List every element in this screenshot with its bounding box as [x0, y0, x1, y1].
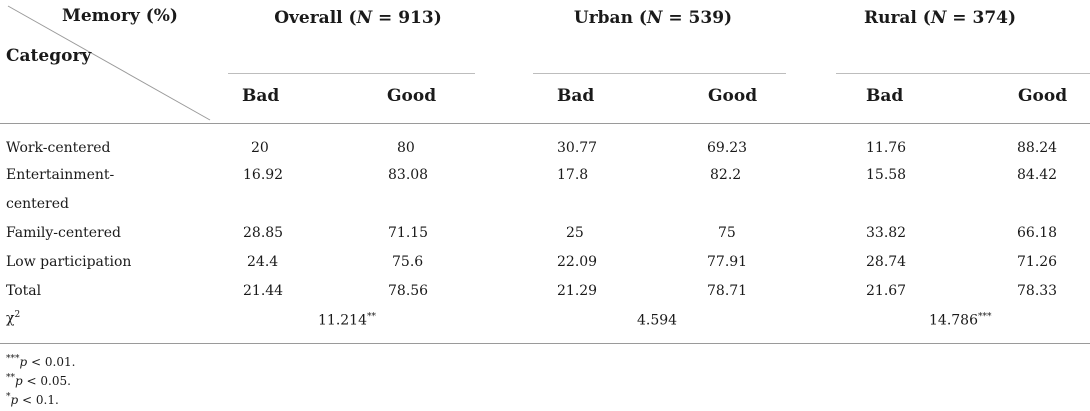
cell: 25	[566, 225, 584, 241]
cell: 15.58	[866, 167, 907, 183]
subheader-overall-bad: Bad	[242, 86, 280, 106]
subheader-rural-good: Good	[1018, 86, 1068, 106]
cell: 16.92	[243, 167, 284, 183]
cell: 88.24	[1017, 140, 1058, 156]
row-label-entertainment-1: Entertainment-	[6, 167, 115, 183]
cell: 28.85	[243, 225, 284, 241]
chi-square-label: χ2	[6, 310, 21, 327]
cell: 30.77	[557, 140, 598, 156]
group-header-overall: Overall (N = 913)	[274, 8, 442, 28]
cell: 24.4	[247, 254, 279, 270]
row-label-low: Low participation	[6, 254, 132, 270]
cell: 75.6	[392, 254, 424, 270]
cell: 21.29	[557, 283, 598, 299]
cell: 21.44	[243, 283, 284, 299]
row-label-total: Total	[6, 283, 42, 299]
cell: 69.23	[707, 140, 748, 156]
cell: 66.18	[1017, 225, 1058, 241]
cell: 21.67	[866, 283, 907, 299]
footnote-1: ***p < 0.01.	[6, 354, 76, 369]
cell: 75	[718, 225, 736, 241]
corner-diagonal	[7, 5, 211, 121]
row-label-entertainment-2: centered	[6, 196, 69, 212]
corner-header-bottom: Category	[6, 46, 92, 66]
chi-overall: 11.214**	[318, 312, 376, 329]
footnote-2: **p < 0.05.	[6, 373, 71, 388]
subheader-urban-bad: Bad	[557, 86, 595, 106]
chi-urban: 4.594	[637, 312, 678, 329]
cell: 78.56	[388, 283, 429, 299]
cell: 71.15	[388, 225, 429, 241]
cell: 22.09	[557, 254, 598, 270]
group-underline-rural	[836, 73, 1090, 74]
subheader-urban-good: Good	[708, 86, 758, 106]
cell: 83.08	[388, 167, 429, 183]
cell: 78.33	[1017, 283, 1058, 299]
cell: 82.2	[710, 167, 742, 183]
cell: 78.71	[707, 283, 748, 299]
cell: 80	[397, 140, 415, 156]
cell: 11.76	[866, 140, 907, 156]
cell: 20	[251, 140, 269, 156]
group-header-rural: Rural (N = 374)	[863, 8, 1017, 28]
cell: 84.42	[1017, 167, 1058, 183]
group-underline-urban	[533, 73, 786, 74]
cell: 77.91	[707, 254, 748, 270]
group-header-urban: Urban (N = 539)	[573, 8, 733, 28]
corner-header-top: Memory (%)	[62, 6, 178, 26]
cell: 71.26	[1017, 254, 1058, 270]
header-rule	[0, 123, 1090, 124]
row-label-family: Family-centered	[6, 225, 121, 241]
cell: 28.74	[866, 254, 907, 270]
bottom-rule	[0, 343, 1090, 344]
group-underline-overall	[228, 73, 475, 74]
chi-rural: 14.786***	[929, 312, 992, 329]
footnote-3: *p < 0.1.	[6, 392, 59, 407]
subheader-overall-good: Good	[387, 86, 437, 106]
row-label-work: Work-centered	[6, 140, 111, 156]
subheader-rural-bad: Bad	[866, 86, 904, 106]
cell: 17.8	[557, 167, 589, 183]
cell: 33.82	[866, 225, 907, 241]
